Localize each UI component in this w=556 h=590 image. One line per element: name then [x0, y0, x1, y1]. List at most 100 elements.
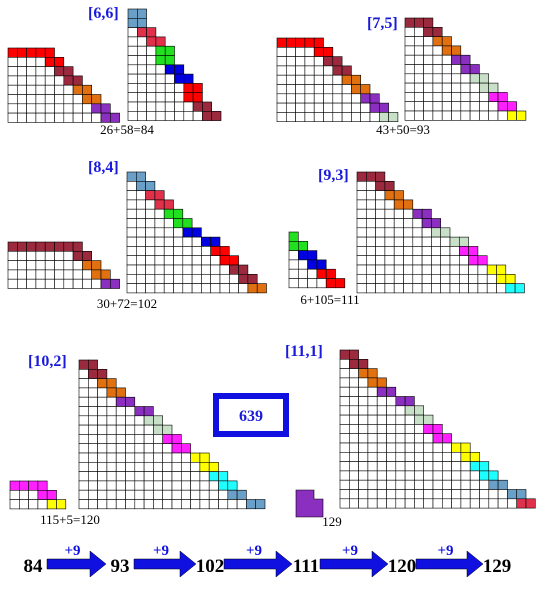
grid-cell: [360, 84, 371, 95]
grid-cell: [208, 471, 219, 482]
grid-cell: [210, 283, 221, 294]
grid-cell: [97, 461, 108, 472]
grid-cell: [35, 66, 46, 77]
grid-cell: [304, 56, 315, 67]
grid-cell: [26, 103, 37, 114]
grid-cell: [404, 82, 415, 93]
grid-cell: [276, 74, 287, 85]
grid-cell: [154, 227, 165, 238]
grid-cell: [339, 498, 350, 509]
grid-cell: [182, 246, 193, 256]
grid-cell: [127, 73, 138, 84]
grid-cell: [412, 218, 423, 229]
grid-cell: [183, 73, 194, 84]
arrow: [46, 550, 107, 578]
grid-cell: [376, 386, 387, 397]
grid-cell: [414, 470, 424, 481]
grid-cell: [211, 111, 222, 121]
grid-cell: [285, 84, 296, 95]
grid-cell: [351, 74, 361, 85]
grid-cell: [35, 75, 46, 86]
grid-cell: [238, 264, 249, 275]
grid-cell: [365, 171, 376, 182]
grid-cell: [403, 283, 414, 294]
grid-cell: [210, 236, 221, 247]
grid-cell: [304, 46, 315, 57]
grid-cell: [154, 190, 165, 201]
grid-cell: [171, 489, 182, 500]
arrow: [415, 550, 484, 578]
grid-cell: [460, 451, 471, 462]
grid-cell: [88, 443, 98, 454]
grid-cell: [365, 283, 376, 294]
grid-cell: [365, 227, 376, 238]
grid-cell: [356, 190, 367, 201]
grid-cell: [376, 489, 387, 500]
grid-cell: [356, 199, 367, 210]
grid-cell: [16, 84, 27, 95]
grid-cell: [449, 236, 460, 247]
grid-cell: [88, 396, 98, 407]
grid-cell: [91, 94, 102, 105]
grid-cell: [127, 36, 138, 47]
panel-label: [11,1]: [285, 343, 323, 360]
grid-cell: [479, 461, 490, 472]
grid-cell: [126, 227, 137, 238]
grid-cell: [164, 111, 175, 121]
grid-cell: [384, 283, 395, 294]
grid-cell: [378, 102, 389, 113]
grid-cell: [412, 236, 423, 247]
grid-cell: [72, 278, 83, 289]
grid-cell: [16, 278, 27, 289]
grid-cell: [44, 241, 55, 252]
grid-cell: [323, 56, 334, 67]
grid-cell: [316, 259, 327, 270]
grid-cell: [115, 499, 126, 510]
grid-cell: [143, 434, 154, 444]
grid-cell: [26, 260, 37, 271]
grid-cell: [441, 92, 452, 103]
grid-cell: [367, 368, 378, 379]
grid-cell: [125, 489, 136, 500]
grid-cell: [441, 64, 452, 75]
grid-cell: [125, 471, 136, 482]
grid-cell: [78, 415, 89, 426]
grid-cell: [393, 208, 404, 219]
grid-cell: [423, 461, 434, 472]
grid-cell: [339, 451, 350, 462]
grid-cell: [323, 84, 334, 95]
grid-cell: [441, 73, 452, 84]
grid-cell: [358, 414, 369, 425]
grid-cell: [288, 268, 299, 279]
grid-cell: [163, 246, 174, 256]
grid-cell: [403, 264, 414, 275]
grid-cell: [460, 442, 471, 453]
grid-cell: [332, 93, 343, 104]
grid-cell: [146, 64, 157, 75]
grid-cell: [227, 499, 238, 510]
grid-cell: [440, 236, 451, 247]
grid-cell: [423, 101, 434, 112]
grid-cell: [256, 283, 267, 294]
grid-cell: [358, 479, 369, 490]
grid-cell: [451, 92, 462, 103]
grid-cell: [126, 255, 137, 266]
grid-cell: [285, 65, 296, 76]
grid-cell: [127, 101, 138, 112]
grid-cell: [525, 498, 536, 509]
grid-cell: [155, 55, 166, 66]
grid-cell: [97, 387, 108, 398]
grid-cell: [154, 264, 165, 275]
grid-cell: [72, 75, 83, 86]
grid-cell: [134, 471, 145, 482]
grid-cell: [54, 56, 65, 67]
grid-cell: [97, 471, 108, 482]
grid-cell: [393, 273, 404, 284]
grid-cell: [88, 415, 98, 426]
grid-cell: [384, 181, 395, 191]
grid-cell: [386, 479, 397, 490]
grid-cell: [421, 255, 432, 266]
grid-cell: [460, 489, 471, 500]
grid-cell: [365, 255, 376, 266]
grid-cell: [115, 396, 126, 407]
